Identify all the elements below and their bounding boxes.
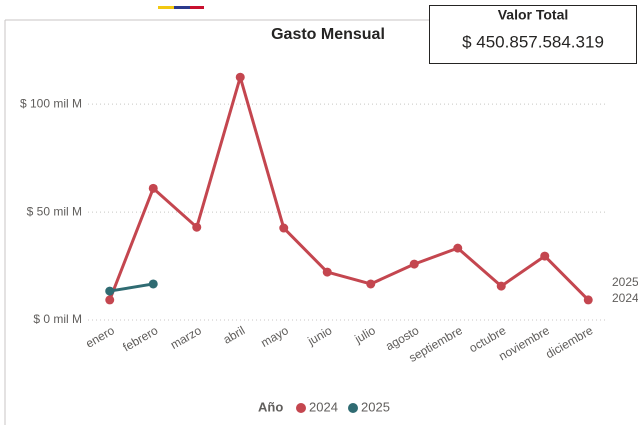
card-value: $ 450.857.584.319	[462, 32, 604, 51]
legend-swatch	[296, 403, 306, 413]
accent	[158, 6, 174, 9]
data-point	[235, 72, 245, 82]
x-tick-label: enero	[83, 323, 117, 351]
x-tick-label: marzo	[168, 323, 204, 352]
x-tick-label: diciembre	[543, 323, 595, 361]
card-title: Valor Total	[498, 7, 569, 23]
x-tick-label: junio	[305, 323, 335, 348]
legend-label: 2024	[309, 399, 338, 414]
x-tick-label: febrero	[120, 323, 160, 354]
data-point	[409, 259, 419, 269]
data-point	[583, 295, 593, 305]
series-end-label: 2024	[612, 291, 638, 305]
data-point	[105, 286, 115, 296]
data-point	[496, 281, 506, 291]
data-point	[279, 223, 289, 233]
data-point	[453, 243, 463, 253]
data-point	[105, 295, 115, 305]
x-tick-label: julio	[351, 323, 378, 346]
legend-title: Año	[258, 399, 283, 414]
series-end-label: 2025	[612, 275, 638, 289]
legend-label: 2025	[361, 399, 390, 414]
chart-title: Gasto Mensual	[271, 26, 385, 43]
y-tick-label: $ 100 mil M	[20, 96, 82, 110]
card	[429, 5, 637, 64]
y-tick-label: $ 50 mil M	[27, 204, 82, 218]
accent	[174, 6, 190, 9]
legend-swatch	[348, 403, 358, 413]
data-point	[148, 183, 158, 193]
data-point	[322, 267, 332, 277]
data-point	[366, 279, 376, 289]
series-line	[109, 282, 154, 293]
data-point	[192, 222, 202, 232]
series-line	[108, 75, 590, 301]
data-point	[540, 251, 550, 261]
x-tick-label: mayo	[258, 323, 291, 350]
y-tick-label: $ 0 mil M	[33, 312, 82, 326]
data-point	[148, 279, 158, 289]
accent	[190, 6, 204, 9]
x-tick-label: abril	[221, 323, 248, 346]
